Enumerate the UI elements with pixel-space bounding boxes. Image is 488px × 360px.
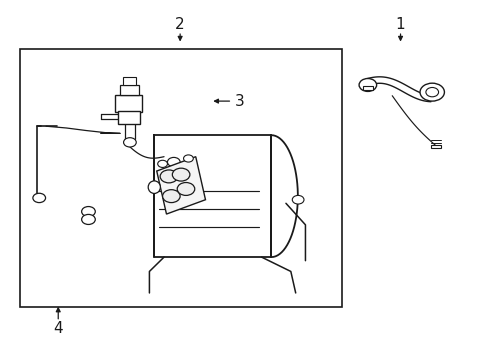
Circle shape: [158, 160, 167, 167]
Text: 1: 1: [395, 17, 405, 32]
Circle shape: [425, 87, 438, 97]
Circle shape: [123, 138, 136, 147]
Circle shape: [162, 190, 180, 203]
Text: 4: 4: [53, 321, 63, 336]
Circle shape: [172, 168, 189, 181]
Bar: [20, 49, 341, 307]
Polygon shape: [157, 157, 205, 214]
Circle shape: [33, 193, 45, 203]
Text: 3: 3: [234, 94, 244, 109]
Circle shape: [419, 83, 444, 101]
Circle shape: [358, 78, 376, 91]
Text: 2: 2: [175, 17, 184, 32]
Circle shape: [167, 157, 180, 167]
Circle shape: [160, 170, 177, 183]
Bar: [362, 86, 372, 90]
Bar: [120, 85, 139, 95]
Bar: [122, 77, 136, 85]
Circle shape: [292, 195, 304, 204]
Circle shape: [81, 215, 95, 225]
Bar: [430, 145, 440, 148]
Ellipse shape: [148, 181, 160, 193]
Bar: [115, 95, 142, 112]
Circle shape: [183, 155, 193, 162]
Circle shape: [81, 207, 95, 217]
Circle shape: [177, 183, 194, 195]
Bar: [118, 111, 140, 125]
